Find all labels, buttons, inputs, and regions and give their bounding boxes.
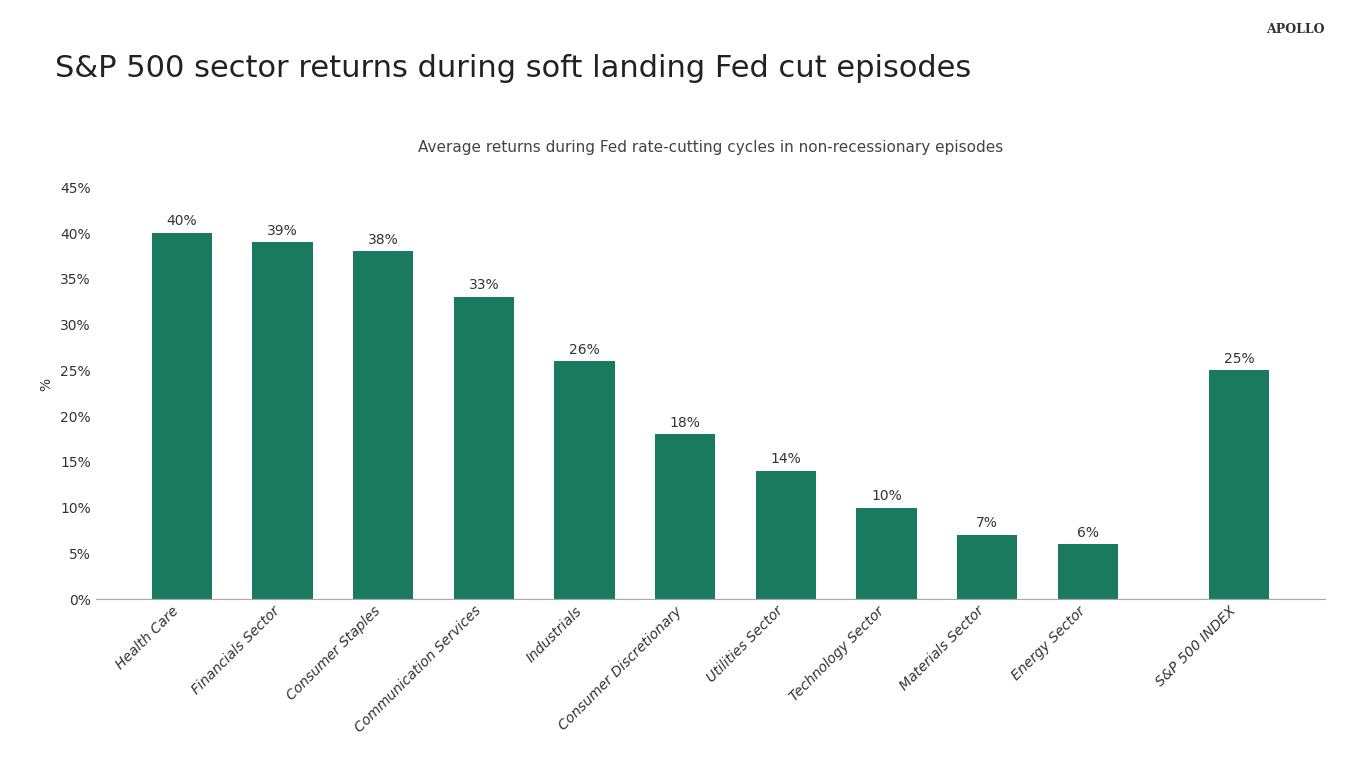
Bar: [253, 242, 313, 599]
Text: 10%: 10%: [872, 489, 902, 503]
Text: APOLLO: APOLLO: [1266, 23, 1325, 36]
Text: 25%: 25%: [1224, 352, 1254, 366]
Text: S&P 500 sector returns during soft landing Fed cut episodes: S&P 500 sector returns during soft landi…: [55, 54, 971, 83]
Text: 14%: 14%: [770, 452, 802, 466]
Text: 18%: 18%: [669, 415, 701, 430]
Title: Average returns during Fed rate-cutting cycles in non-recessionary episodes: Average returns during Fed rate-cutting …: [418, 141, 1003, 155]
Text: 40%: 40%: [167, 214, 197, 228]
Bar: [1057, 545, 1119, 599]
Text: 38%: 38%: [367, 233, 399, 247]
Text: 7%: 7%: [977, 516, 999, 531]
Bar: [152, 233, 212, 599]
Bar: [352, 251, 414, 599]
Bar: [1209, 370, 1269, 599]
Bar: [555, 361, 615, 599]
Text: 6%: 6%: [1076, 525, 1098, 540]
Text: 33%: 33%: [469, 279, 499, 293]
Bar: [454, 297, 514, 599]
Y-axis label: %: %: [40, 377, 53, 391]
Bar: [654, 435, 716, 599]
Bar: [755, 471, 816, 599]
Text: 26%: 26%: [570, 343, 600, 356]
Bar: [856, 508, 917, 599]
Bar: [958, 535, 1018, 599]
Text: 39%: 39%: [266, 223, 298, 237]
